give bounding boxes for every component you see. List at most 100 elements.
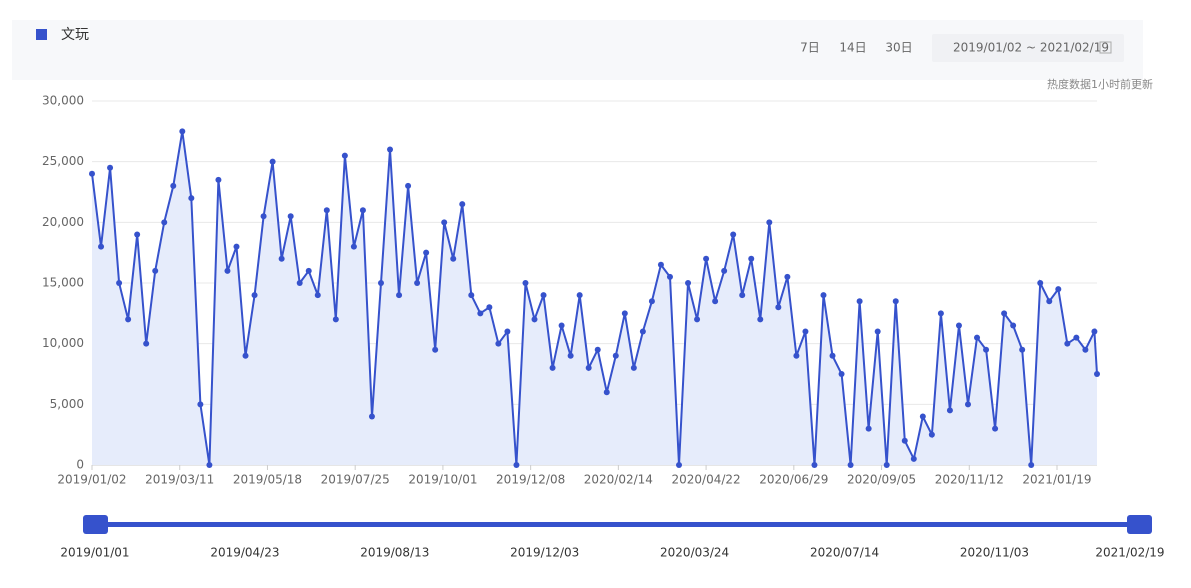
- point: [1094, 371, 1100, 377]
- point: [811, 462, 818, 468]
- point: [224, 267, 231, 274]
- y-tick-label: 25,000: [42, 154, 84, 168]
- point: [594, 346, 601, 353]
- point: [576, 292, 583, 299]
- point: [685, 280, 692, 286]
- slider-label: 2019/12/03: [510, 546, 579, 560]
- point: [1091, 328, 1098, 335]
- point: [838, 371, 845, 377]
- point: [206, 462, 213, 468]
- point: [928, 431, 935, 438]
- point: [603, 389, 610, 396]
- point: [892, 298, 899, 305]
- slider-label: 2019/01/01: [60, 546, 129, 560]
- point: [495, 340, 502, 347]
- date-range[interactable]: 2019/01/02 ~ 2021/02/19: [953, 41, 1109, 55]
- x-tick-label: 2019/10/01: [408, 473, 477, 487]
- x-tick-label: 2019/07/25: [321, 473, 390, 487]
- point: [450, 255, 457, 262]
- point: [179, 128, 186, 135]
- point: [531, 316, 538, 323]
- point: [648, 298, 655, 305]
- point: [1064, 340, 1071, 347]
- point: [937, 310, 944, 317]
- point: [296, 280, 303, 286]
- calendar-icon[interactable]: [1099, 41, 1112, 54]
- point: [1046, 298, 1053, 305]
- point: [992, 425, 999, 432]
- point: [775, 304, 782, 311]
- point: [630, 364, 637, 371]
- slider-handle[interactable]: [1127, 515, 1152, 534]
- point: [1001, 310, 1008, 317]
- point: [820, 292, 827, 299]
- point: [549, 364, 556, 371]
- y-tick-label: 15,000: [42, 276, 84, 290]
- slider-label: 2020/03/24: [660, 546, 729, 560]
- point: [829, 352, 836, 359]
- point: [739, 292, 746, 299]
- point: [504, 328, 511, 335]
- point: [983, 346, 990, 353]
- point: [1073, 334, 1080, 341]
- point: [215, 176, 222, 183]
- point: [89, 170, 95, 177]
- point: [432, 346, 439, 353]
- point: [919, 413, 926, 420]
- x-tick-label: 2021/01/19: [1022, 473, 1091, 487]
- legend-swatch: [36, 29, 47, 40]
- x-tick-label: 2019/03/11: [145, 473, 214, 487]
- y-tick-label: 10,000: [42, 336, 84, 350]
- point: [341, 152, 348, 159]
- x-tick-label: 2019/12/08: [496, 473, 565, 487]
- point: [98, 243, 105, 250]
- y-tick-label: 0: [76, 458, 84, 472]
- point: [910, 455, 917, 462]
- point: [350, 243, 357, 250]
- point: [657, 261, 664, 268]
- point: [143, 340, 150, 347]
- point: [1019, 346, 1026, 353]
- range-button[interactable]: 30日: [885, 41, 912, 55]
- update-note: 热度数据1小时前更新: [1047, 77, 1153, 91]
- point: [459, 201, 466, 208]
- point: [468, 292, 475, 299]
- point: [874, 328, 881, 335]
- range-button[interactable]: 7日: [800, 41, 820, 55]
- point: [567, 352, 574, 359]
- slider-label: 2020/07/14: [810, 546, 879, 560]
- point: [314, 292, 321, 299]
- point: [856, 298, 863, 305]
- point: [405, 182, 412, 189]
- point: [125, 316, 132, 323]
- point: [676, 462, 683, 468]
- point: [287, 213, 294, 220]
- point: [423, 249, 430, 256]
- point: [233, 243, 240, 250]
- point: [540, 292, 547, 299]
- point: [522, 280, 529, 286]
- slider-handle[interactable]: [83, 515, 108, 534]
- point: [251, 292, 258, 299]
- point: [1055, 286, 1062, 293]
- point: [621, 310, 628, 317]
- point: [558, 322, 565, 329]
- point: [585, 364, 592, 371]
- point: [1037, 280, 1044, 286]
- range-button[interactable]: 14日: [839, 41, 866, 55]
- point: [170, 182, 177, 189]
- y-tick-label: 20,000: [42, 215, 84, 229]
- legend-label[interactable]: 文玩: [61, 27, 89, 43]
- slider-track[interactable]: [92, 522, 1139, 527]
- point: [332, 316, 339, 323]
- slider-label: 2021/02/19: [1095, 546, 1164, 560]
- slider-label: 2019/08/13: [360, 546, 429, 560]
- y-tick-label: 5,000: [50, 397, 84, 411]
- date-range-box[interactable]: [932, 34, 1124, 62]
- point: [703, 255, 710, 262]
- point: [730, 231, 737, 238]
- point: [802, 328, 809, 335]
- point: [278, 255, 285, 262]
